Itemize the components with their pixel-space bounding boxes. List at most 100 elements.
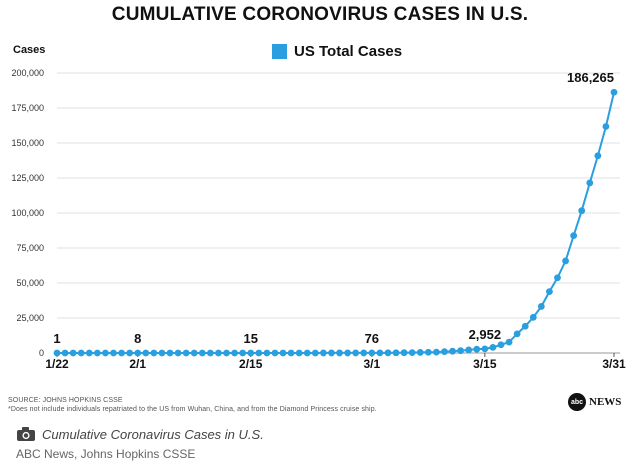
data-point: [311, 349, 319, 357]
data-point: [578, 207, 586, 215]
data-point: [295, 349, 303, 357]
data-point: [118, 349, 125, 357]
data-point: [77, 349, 85, 357]
data-label: 8: [134, 331, 141, 346]
y-tick-label: 125,000: [11, 173, 44, 183]
data-point: [546, 288, 553, 296]
caption-title: Cumulative Coronavirus Cases in U.S.: [42, 427, 264, 442]
data-point: [352, 349, 360, 357]
data-point: [562, 257, 569, 265]
data-point: [319, 349, 327, 357]
legend-label: US Total Cases: [294, 43, 403, 60]
data-point: [481, 345, 489, 353]
legend-swatch: [272, 44, 287, 59]
data-point: [190, 349, 198, 357]
y-tick-label: 0: [39, 348, 44, 358]
data-point: [441, 348, 448, 356]
source-line: SOURCE: JOHNS HOPKINS CSSE: [8, 397, 123, 404]
data-point: [150, 349, 158, 357]
y-tick-label: 175,000: [11, 103, 44, 113]
data-point: [368, 349, 376, 357]
y-tick-label: 25,000: [16, 313, 44, 323]
caption-bar: Cumulative Coronavirus Cases in U.S. ABC…: [0, 418, 640, 463]
data-label: 1: [53, 331, 60, 346]
data-point: [384, 349, 392, 357]
data-point: [344, 349, 352, 357]
data-label: 15: [244, 331, 258, 346]
source-note: SOURCE: JOHNS HOPKINS CSSE *Does not inc…: [8, 396, 377, 414]
chart-title: CUMULATIVE CORONOVIRUS CASES IN U.S.: [111, 4, 529, 25]
x-tick-label: 3/31: [602, 357, 626, 371]
data-point: [166, 349, 174, 357]
data-point: [360, 349, 368, 357]
data-point: [554, 274, 561, 282]
data-point: [416, 349, 424, 356]
data-point: [93, 349, 101, 357]
series-line: [57, 92, 615, 354]
data-point: [489, 343, 497, 351]
data-label: 186,265: [567, 70, 614, 85]
data-point: [255, 349, 263, 357]
data-point: [134, 349, 142, 357]
y-tick-label: 75,000: [16, 243, 44, 253]
data-point: [505, 338, 513, 346]
data-point: [102, 349, 109, 357]
data-point: [279, 349, 287, 357]
data-point: [215, 349, 222, 357]
data-point: [473, 345, 481, 353]
chart-legend: US Total Cases: [272, 43, 402, 60]
y-tick-label: 200,000: [11, 68, 44, 78]
data-point: [198, 349, 206, 357]
data-point: [263, 349, 271, 357]
data-point: [586, 179, 594, 187]
data-point: [287, 349, 295, 357]
x-tick-label: 1/22: [45, 357, 69, 371]
data-point: [537, 303, 545, 310]
abc-news-logo: abc NEWS: [568, 393, 621, 411]
abc-logo-circle: abc: [568, 393, 586, 411]
data-point: [497, 341, 505, 349]
data-point: [142, 349, 150, 357]
y-tick-label: 100,000: [11, 208, 44, 218]
y-tick-label: 150,000: [11, 138, 44, 148]
y-axis-title: Cases: [13, 44, 45, 56]
data-point: [570, 232, 578, 240]
data-point: [376, 349, 384, 357]
data-point: [457, 347, 465, 355]
data-point: [449, 347, 456, 355]
data-point: [610, 88, 618, 96]
data-point: [408, 349, 416, 357]
data-point: [465, 346, 473, 354]
data-point: [158, 349, 166, 357]
x-tick-label: 3/15: [473, 357, 497, 371]
data-point: [529, 313, 537, 321]
caption-credit: ABC News, Johns Hopkins CSSE: [16, 447, 196, 461]
data-point: [61, 349, 69, 357]
data-point: [69, 349, 77, 357]
data-point: [392, 349, 400, 357]
data-point: [53, 349, 61, 357]
data-point: [174, 349, 182, 357]
data-point: [126, 349, 134, 357]
data-point: [400, 349, 408, 357]
x-tick-label: 2/1: [129, 357, 146, 371]
data-point: [521, 322, 529, 330]
data-point: [424, 348, 432, 356]
data-label: 2,952: [469, 327, 502, 342]
data-point: [223, 349, 230, 357]
y-tick-label: 50,000: [16, 278, 44, 288]
data-point: [239, 349, 247, 357]
data-label: 76: [365, 331, 379, 346]
data-point: [513, 330, 521, 338]
data-point: [85, 349, 93, 357]
data-point: [247, 349, 255, 357]
data-point: [182, 349, 190, 357]
x-tick-label: 2/15: [239, 357, 263, 371]
data-point: [231, 349, 238, 357]
data-point: [328, 349, 335, 357]
line-chart: Cases 0 25,000 50,000 75,000 100,000 125,000 15…: [11, 44, 626, 371]
data-point: [110, 349, 117, 357]
data-point: [594, 152, 602, 160]
footnote: *Does not include individuals repatriate…: [8, 406, 377, 413]
data-point: [336, 349, 343, 357]
